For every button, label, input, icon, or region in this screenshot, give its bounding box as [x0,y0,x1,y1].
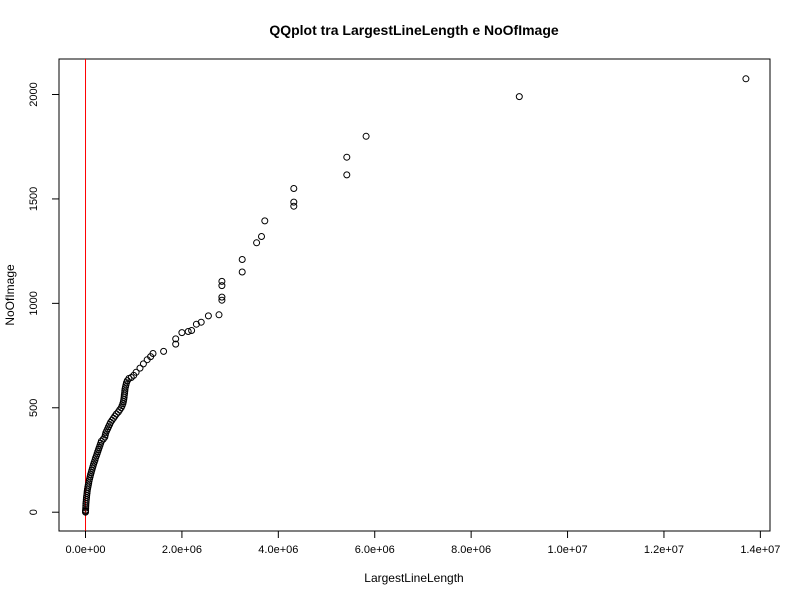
x-tick-label: 4.0e+06 [258,544,298,556]
y-tick-label: 1500 [28,187,40,211]
y-tick-label: 0 [28,509,40,515]
data-point [139,360,147,368]
data-point [218,277,226,285]
data-point [238,256,246,263]
data-point [172,340,180,348]
data-point [136,364,144,372]
data-point [343,153,351,161]
x-tick-label: 8.0e+06 [451,544,491,556]
data-points [82,75,750,516]
x-tick-label: 6.0e+06 [355,544,395,556]
data-point [97,437,105,445]
data-point [238,268,246,276]
data-point [197,318,205,326]
data-point [515,93,523,101]
data-point [121,387,129,395]
data-point [290,202,298,210]
data-point [253,239,261,247]
data-point [218,296,226,304]
data-point [218,293,226,301]
data-point [160,347,168,355]
y-axis-label: NoOfImage [3,264,17,326]
data-point [343,171,351,179]
data-point [261,217,269,225]
data-point [132,368,140,376]
data-point [178,329,186,337]
x-axis-label: LargestLineLength [364,571,463,585]
data-point [215,311,223,319]
data-point [149,350,157,357]
data-point [362,132,370,140]
data-point [184,328,192,335]
x-tick-label: 1.0e+07 [548,544,588,556]
y-tick-label: 2000 [28,82,40,106]
data-point [172,335,180,343]
x-axis: 0.0e+00 2.0e+06 4.0e+06 6.0e+06 8.0e+06 1.0e+… [65,530,780,556]
x-tick-label: 1.4e+07 [740,544,780,556]
data-point [258,233,265,240]
plot-frame [58,58,771,532]
x-tick-label: 1.2e+07 [644,544,684,556]
data-point [218,282,226,290]
y-tick-label: 500 [28,399,40,417]
data-point [99,435,107,443]
y-tick-label: 1000 [28,291,40,315]
x-tick-label: 2.0e+06 [162,544,202,556]
data-point [290,185,298,192]
data-point [111,412,119,420]
data-point [204,312,212,320]
y-axis: 0 500 1000 1500 2000 [28,82,60,515]
data-point [742,75,750,83]
chart-title: QQplot tra LargestLineLength e NoOfImage [269,22,559,38]
data-point [188,327,196,334]
data-point [290,198,298,206]
x-tick-label: 0.0e+00 [65,544,105,556]
